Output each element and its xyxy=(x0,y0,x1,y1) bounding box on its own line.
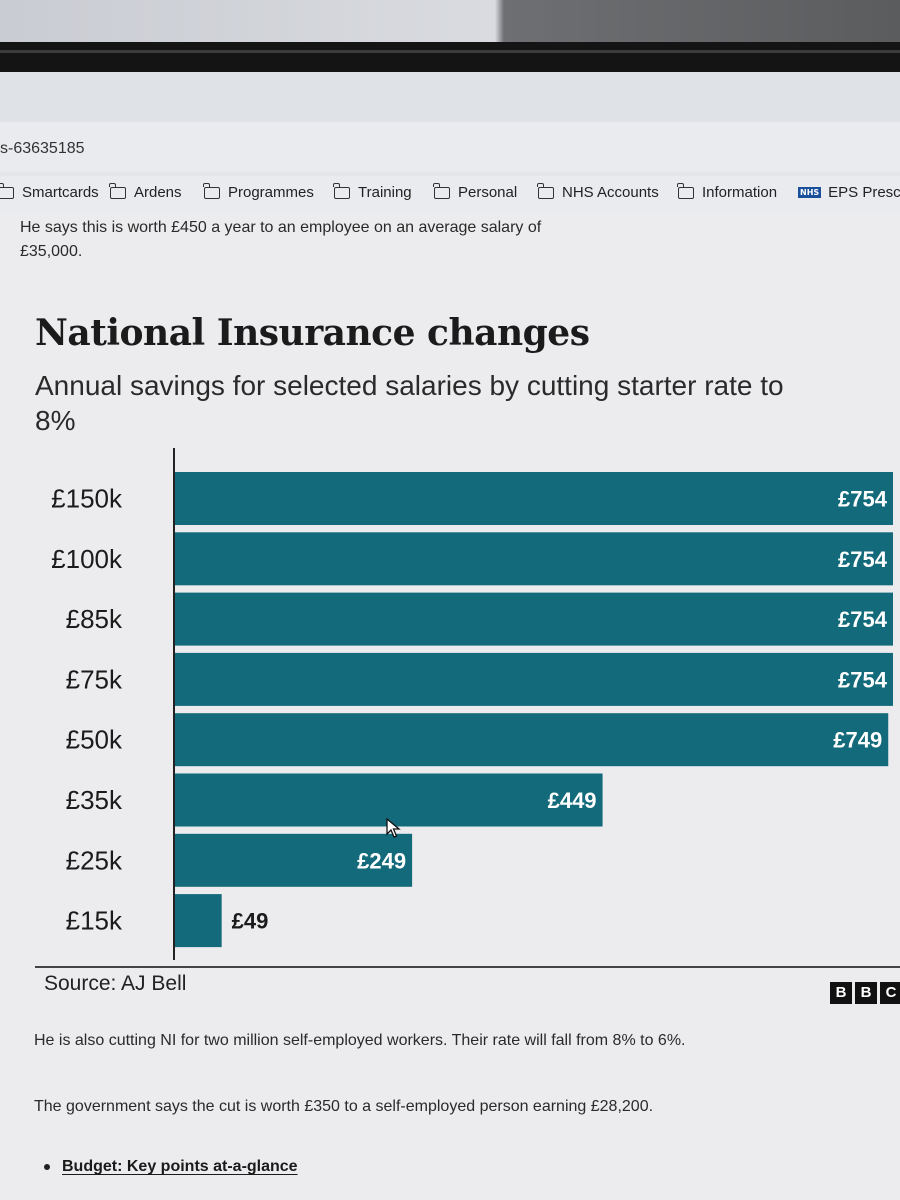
bookmark-item[interactable]: Smartcards xyxy=(0,182,99,201)
folder-icon xyxy=(537,182,554,199)
desk-background xyxy=(0,0,900,42)
intro-line-1: He says this is worth £450 a year to an … xyxy=(20,219,542,236)
category-label: £25k xyxy=(66,845,123,875)
address-bar-url[interactable]: s-63635185 xyxy=(0,140,85,157)
key-points-link[interactable]: Budget: Key points at-a-glance xyxy=(62,1158,298,1175)
folder-icon xyxy=(0,182,14,199)
bookmark-item[interactable]: Information xyxy=(677,182,778,201)
bookmarks-bar: Smartcards Ardens Programmes Training Person… xyxy=(0,176,900,214)
chart-source: Source: AJ Bell xyxy=(44,972,187,995)
article-page xyxy=(0,214,900,1200)
bar xyxy=(175,894,222,948)
value-label: £754 xyxy=(838,547,888,572)
bbc-logo-letter: C xyxy=(880,982,900,1004)
bbc-logo: B B C xyxy=(830,982,900,1004)
bullet-dot-icon xyxy=(44,1163,50,1170)
bezel-edge xyxy=(0,50,900,53)
bookmark-label: Personal xyxy=(458,184,518,201)
value-label: £749 xyxy=(833,728,882,753)
browser-tab-strip xyxy=(0,72,900,122)
bookmark-label: Smartcards xyxy=(22,184,99,201)
bookmark-item[interactable]: Programmes xyxy=(203,182,314,201)
category-label: £50k xyxy=(66,725,123,755)
intro-line-2: £35,000. xyxy=(20,243,83,260)
bookmark-item[interactable]: Ardens xyxy=(109,182,182,201)
bar xyxy=(175,652,893,706)
chart-subtitle: Annual savings for selected salaries by … xyxy=(35,370,784,436)
bookmark-item[interactable]: Training xyxy=(333,182,412,201)
bbc-logo-letter: B xyxy=(855,982,877,1004)
bar-chart: £150k £754 £100k £754 £85k £754 £75k £754 £50k £7… xyxy=(51,448,893,960)
bar xyxy=(175,532,893,586)
category-label: £35k xyxy=(66,785,123,815)
bar xyxy=(175,713,889,767)
value-label: £754 xyxy=(838,667,888,692)
value-label: £49 xyxy=(232,909,269,934)
paragraph-self-employed: He is also cutting NI for two million se… xyxy=(34,1032,686,1049)
category-label: £100k xyxy=(51,544,123,574)
bookmark-label: Ardens xyxy=(134,184,182,201)
bookmark-item[interactable]: Personal xyxy=(433,182,518,201)
value-label: £754 xyxy=(838,487,888,512)
chart-footer-rule xyxy=(35,966,900,968)
bookmark-item[interactable]: NHS Accounts xyxy=(537,182,659,201)
category-label: £150k xyxy=(51,484,123,514)
bbc-logo-letter: B xyxy=(830,982,852,1004)
category-label: £85k xyxy=(66,604,123,634)
nhs-icon: NHS xyxy=(798,187,822,198)
bookmark-label: Training xyxy=(358,184,412,201)
paragraph-government-cut: The government says the cut is worth £35… xyxy=(34,1098,654,1115)
folder-icon xyxy=(203,182,220,199)
value-label: £754 xyxy=(838,607,888,632)
bookmark-item[interactable]: NHS EPS Prescrip xyxy=(798,184,900,201)
category-label: £15k xyxy=(66,906,123,936)
bar xyxy=(175,773,603,827)
folder-icon xyxy=(677,182,694,199)
bar xyxy=(175,833,413,887)
monitor-bezel xyxy=(0,42,900,72)
bookmark-label: EPS Prescrip xyxy=(828,184,900,201)
folder-icon xyxy=(433,182,450,199)
mouse-cursor-icon xyxy=(386,818,401,838)
value-label: £249 xyxy=(357,848,406,873)
address-bar[interactable] xyxy=(0,122,900,172)
category-label: £75k xyxy=(66,664,123,694)
bookmark-label: Programmes xyxy=(228,184,314,201)
bar xyxy=(175,472,893,525)
bar xyxy=(175,592,893,646)
intro-paragraph: He says this is worth £450 a year to an … xyxy=(20,216,720,264)
folder-icon xyxy=(333,182,350,199)
bookmark-label: NHS Accounts xyxy=(562,184,659,201)
folder-icon xyxy=(109,182,126,199)
key-points-bullet: Budget: Key points at-a-glance xyxy=(44,1158,298,1176)
chart-title: National Insurance changes xyxy=(35,312,590,354)
bookmark-label: Information xyxy=(702,184,778,201)
value-label: £449 xyxy=(548,788,597,813)
